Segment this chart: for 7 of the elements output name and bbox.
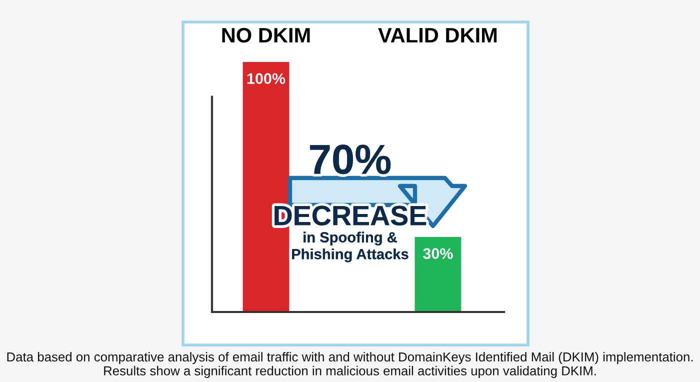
data-label: 30% <box>423 248 453 259</box>
data-label: 100% <box>247 73 286 84</box>
annotation: in Spoofing & Phishing Attacks <box>292 232 408 262</box>
x-tick-label: VALID DKIM <box>378 28 497 42</box>
x-tick-label: NO DKIM <box>222 28 310 43</box>
text: Data based on comparative analysis of email traffic with and without DomainKeys Identified Mail (DKIM) implementation. Results show a significant reduction in malicious email activities upon validating DKIM. <box>7 352 693 378</box>
annotation: 70% <box>310 144 391 174</box>
